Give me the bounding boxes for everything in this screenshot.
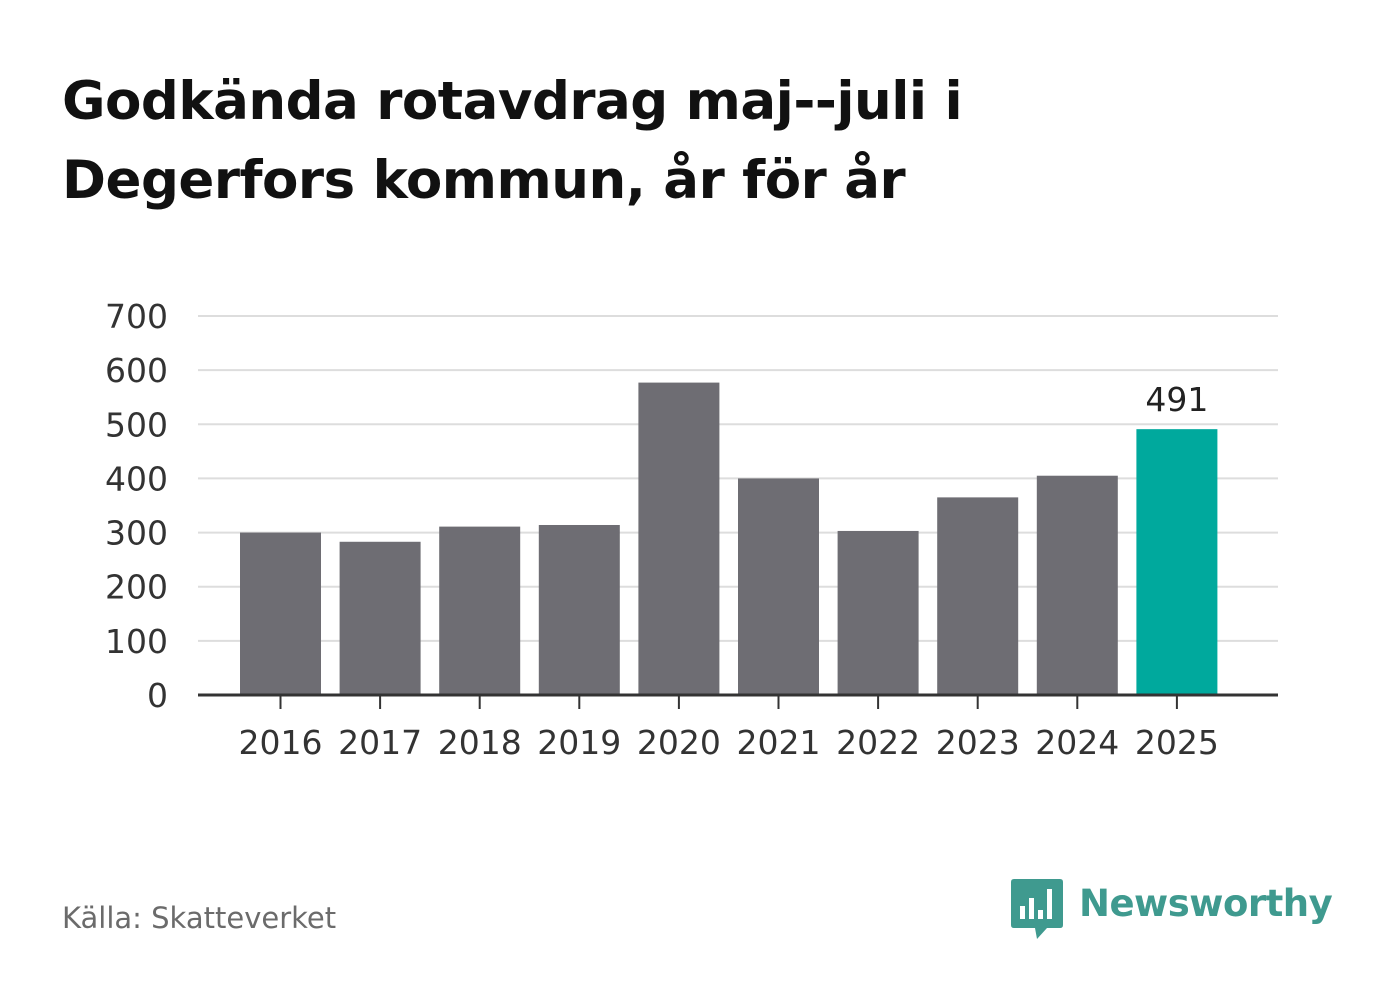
y-tick-label: 100 xyxy=(105,622,168,661)
brand-name: Newsworthy xyxy=(1079,882,1333,925)
y-tick-label: 600 xyxy=(105,351,168,390)
bar-2024 xyxy=(1036,475,1118,695)
x-tick-label: 2016 xyxy=(239,723,323,762)
x-tick-label: 2023 xyxy=(936,723,1020,762)
bars xyxy=(240,382,1218,695)
x-tick-label: 2019 xyxy=(537,723,621,762)
bar-2019 xyxy=(538,524,620,695)
x-tick-label: 2021 xyxy=(737,723,821,762)
x-tick-label: 2024 xyxy=(1035,723,1119,762)
data-label-2025: 491 xyxy=(1145,380,1208,419)
chart-title: Godkända rotavdrag maj--juli i Degerfors… xyxy=(62,71,963,211)
bar-2016 xyxy=(240,532,321,695)
bar-highlight-2025 xyxy=(1136,429,1218,695)
data-labels: 491 xyxy=(1145,380,1208,419)
x-tick-label: 2020 xyxy=(637,723,721,762)
y-tick-label: 300 xyxy=(105,514,168,553)
x-tick-label: 2022 xyxy=(836,723,920,762)
x-tick-label: 2018 xyxy=(438,723,522,762)
bar-2018 xyxy=(439,526,521,695)
y-tick-label: 200 xyxy=(105,568,168,607)
bar-2021 xyxy=(738,478,819,695)
y-axis-tick-labels: 0 100 200 300 400 500 600 700 xyxy=(105,297,168,715)
y-tick-label: 500 xyxy=(105,405,168,444)
source-note: Källa: Skatteverket xyxy=(62,901,337,935)
bar-2017 xyxy=(339,541,421,695)
x-tick-label: 2017 xyxy=(338,723,422,762)
x-axis-tick-labels: 2016 2017 2018 2019 2020 2021 2022 2023 2024 2025 xyxy=(239,723,1219,762)
y-tick-label: 700 xyxy=(105,297,168,336)
y-tick-label: 0 xyxy=(147,676,168,715)
newsworthy-logo-icon xyxy=(1011,879,1063,939)
bar-2020 xyxy=(638,382,720,695)
bar-2023 xyxy=(937,497,1019,695)
y-tick-label: 400 xyxy=(105,459,168,498)
bar-2022 xyxy=(837,530,919,695)
x-tick-label: 2025 xyxy=(1135,723,1219,762)
x-axis xyxy=(198,693,1278,709)
brand: Newsworthy xyxy=(1011,879,1333,941)
